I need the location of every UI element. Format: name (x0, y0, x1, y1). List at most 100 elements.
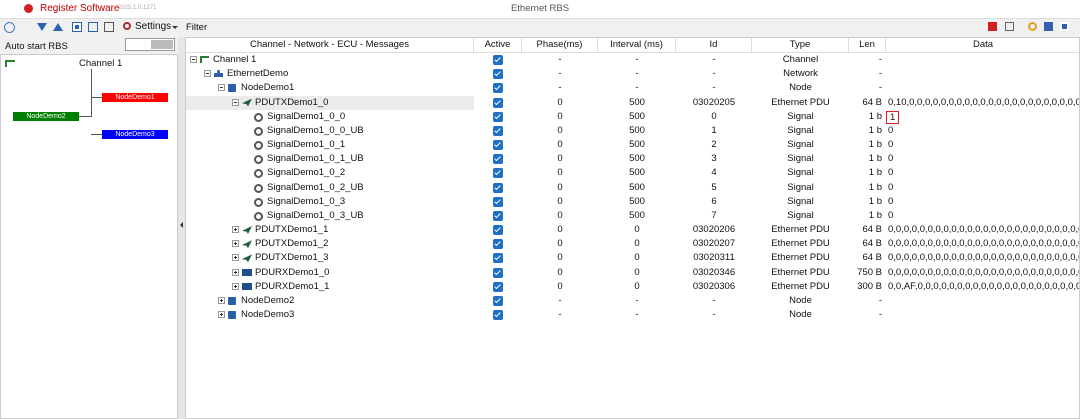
settings-menu[interactable]: Settings (135, 21, 172, 32)
table-row[interactable]: EthernetDemo - - - Network - (186, 67, 1079, 81)
row-name[interactable]: SignalDemo1_0_1_UB (267, 153, 364, 165)
tool-button[interactable] (1060, 22, 1069, 31)
column-header[interactable]: Channel - Network - ECU - Messages (186, 38, 474, 52)
tree-expander[interactable] (218, 84, 225, 92)
expander-plus (235, 228, 236, 232)
tool-button[interactable] (72, 22, 82, 32)
topology-node[interactable]: NodeDemo3 (102, 130, 168, 139)
active-checkbox[interactable] (493, 140, 503, 151)
tree-expander[interactable] (232, 268, 239, 276)
active-checkbox[interactable] (493, 125, 503, 136)
table-row[interactable]: NodeDemo2 - - - Node - (186, 294, 1079, 308)
row-name[interactable]: SignalDemo1_0_2_UB (267, 181, 364, 193)
active-checkbox[interactable] (493, 154, 503, 165)
row-name[interactable]: SignalDemo1_0_2 (267, 167, 346, 179)
tool-button[interactable] (4, 22, 15, 33)
tree-expander[interactable] (232, 282, 239, 290)
column-header[interactable]: Phase(ms) (522, 38, 598, 52)
table-row[interactable]: PDUTXDemo1_1 0 0 03020206 Ethernet PDU 64 B 0,… (186, 223, 1079, 237)
table-header (186, 38, 1079, 53)
tree-expander[interactable] (218, 296, 225, 304)
column-header[interactable]: Active (474, 38, 522, 52)
table-row[interactable]: PDURXDemo1_1 0 0 03020306 Ethernet PDU 300 B 0… (186, 280, 1079, 294)
tree-expander[interactable] (232, 226, 239, 234)
table-row[interactable]: SignalDemo1_0_1 0 500 2 Signal 1 b 0 (186, 138, 1079, 152)
row-name[interactable]: PDUTXDemo1_2 (255, 238, 329, 250)
row-name[interactable]: PDUTXDemo1_0 (255, 96, 329, 108)
table-row[interactable]: NodeDemo3 - - - Node - (186, 308, 1079, 322)
topology-node[interactable]: NodeDemo2 (13, 112, 79, 121)
table-row[interactable]: NodeDemo1 - - - Node - (186, 81, 1079, 95)
active-checkbox[interactable] (493, 182, 503, 193)
active-checkbox[interactable] (493, 253, 503, 264)
tool-button[interactable] (53, 23, 63, 31)
row-name[interactable]: SignalDemo1_0_1 (267, 139, 346, 151)
row-name[interactable]: PDUTXDemo1_1 (255, 224, 329, 236)
active-checkbox[interactable] (493, 267, 503, 278)
row-name[interactable]: PDURXDemo1_0 (255, 266, 330, 278)
active-checkbox[interactable] (493, 225, 503, 236)
column-header[interactable]: Len (849, 38, 886, 52)
row-name[interactable]: SignalDemo1_0_0 (267, 110, 346, 122)
row-name[interactable]: NodeDemo3 (241, 309, 295, 321)
active-checkbox[interactable] (493, 295, 503, 306)
table-row[interactable]: SignalDemo1_0_2 0 500 4 Signal 1 b 0 (186, 166, 1079, 180)
tree-expander[interactable] (218, 311, 225, 319)
expander-plus (235, 270, 236, 274)
tree-expander[interactable] (232, 240, 239, 248)
active-checkbox[interactable] (493, 196, 503, 207)
row-name[interactable]: EthernetDemo (227, 68, 289, 80)
column-header[interactable]: Id (676, 38, 752, 52)
tree-expander[interactable] (204, 70, 211, 78)
active-checkbox[interactable] (493, 83, 503, 94)
tool-button[interactable] (88, 22, 98, 32)
active-checkbox[interactable] (493, 239, 503, 250)
tool-button[interactable] (1044, 22, 1053, 31)
data-value-box[interactable]: 1 (886, 110, 900, 124)
row-name[interactable]: SignalDemo1_0_0_UB (267, 124, 364, 136)
tree-expander[interactable] (232, 98, 239, 106)
cell-interval: 0 (634, 266, 640, 278)
table-row[interactable]: Channel 1 - - - Channel - (186, 53, 1079, 67)
active-checkbox[interactable] (493, 168, 503, 179)
active-checkbox[interactable] (493, 111, 503, 122)
table-row[interactable]: SignalDemo1_0_3_UB 0 500 7 Signal 1 b 0 (186, 209, 1079, 223)
tree-expander[interactable] (232, 254, 239, 262)
active-checkbox[interactable] (493, 55, 503, 65)
table-row[interactable]: PDUTXDemo1_0 0 500 03020205 Ethernet PDU 64 B… (186, 95, 1079, 110)
app-icon (24, 4, 33, 13)
column-header[interactable]: Data (886, 38, 1079, 52)
table-row[interactable]: PDUTXDemo1_2 0 0 03020207 Ethernet PDU 64 B 0,… (186, 237, 1079, 251)
tree-expander[interactable] (190, 56, 197, 63)
active-checkbox[interactable] (493, 69, 503, 80)
table-row[interactable]: SignalDemo1_0_0_UB 0 500 1 Signal 1 b 0 (186, 124, 1079, 138)
table-row[interactable]: SignalDemo1_0_1_UB 0 500 3 Signal 1 b 0 (186, 152, 1079, 166)
active-checkbox[interactable] (493, 210, 503, 221)
active-checkbox[interactable] (493, 97, 503, 108)
column-header[interactable]: Type (752, 38, 849, 52)
tool-button[interactable] (104, 22, 114, 32)
row-name[interactable]: NodeDemo2 (241, 294, 295, 306)
tool-button[interactable] (1005, 22, 1014, 31)
column-header[interactable]: Interval (ms) (598, 38, 676, 52)
table-row[interactable]: SignalDemo1_0_2_UB 0 500 5 Signal 1 b 0 (186, 181, 1079, 195)
row-name[interactable]: NodeDemo1 (241, 82, 295, 94)
row-name[interactable]: PDUTXDemo1_3 (255, 252, 329, 264)
active-checkbox[interactable] (493, 310, 503, 321)
cell-id: - (712, 54, 716, 65)
topology-node[interactable]: NodeDemo1 (102, 93, 168, 102)
row-name[interactable]: SignalDemo1_0_3_UB (267, 209, 364, 221)
table-row[interactable]: PDUTXDemo1_3 0 0 03020311 Ethernet PDU 64 B 0,… (186, 251, 1079, 265)
auto-start-toggle[interactable] (125, 38, 175, 51)
table-row[interactable]: SignalDemo1_0_3 0 500 6 Signal 1 b 0 (186, 195, 1079, 209)
active-checkbox[interactable] (493, 281, 503, 292)
splitter[interactable] (178, 37, 185, 419)
table-row[interactable]: SignalDemo1_0_0 0 500 0 Signal 1 b 1 (186, 110, 1079, 124)
tool-button[interactable] (37, 23, 47, 31)
clear-button[interactable] (988, 22, 997, 31)
table-row[interactable]: PDURXDemo1_0 0 0 03020346 Ethernet PDU 750 B 0… (186, 266, 1079, 280)
row-name[interactable]: SignalDemo1_0_3 (267, 195, 346, 207)
row-name[interactable]: PDURXDemo1_1 (255, 280, 330, 292)
tool-button[interactable] (1028, 22, 1037, 31)
row-name[interactable]: Channel 1 (213, 54, 257, 65)
